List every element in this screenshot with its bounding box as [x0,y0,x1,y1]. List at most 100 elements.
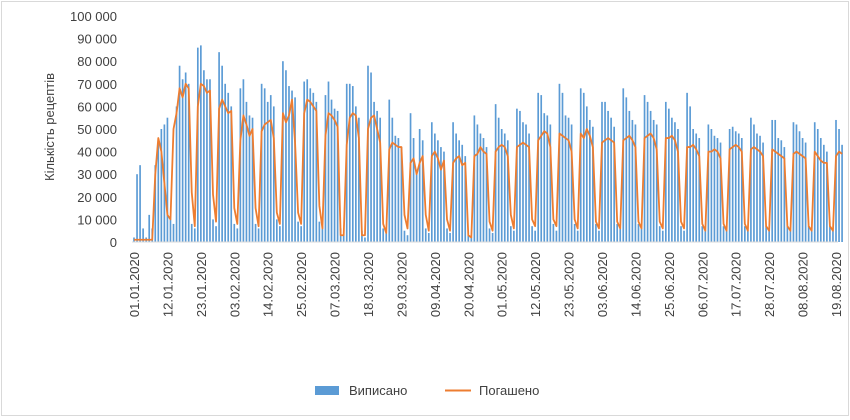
bar [461,144,464,242]
bar [564,115,567,242]
bar [643,95,646,242]
x-tick-label: 14.06.2020 [628,252,643,317]
bar [193,228,196,242]
bar [242,79,245,242]
x-tick-label: 06.07.2020 [695,252,710,317]
bar [829,226,831,242]
bar [200,45,202,242]
bar [668,108,670,242]
bar [230,106,233,243]
x-axis: 01.01.2020 12.01.2020 23.01.2020 03.02.2020… [127,252,844,317]
bar [148,214,151,242]
bar [355,106,357,243]
bar [291,90,293,242]
bar [813,122,816,242]
bar [786,226,789,242]
bar [716,138,719,242]
x-tick-label: 01.05.2020 [495,252,510,317]
bar [391,117,394,242]
bar [245,101,248,242]
bar [430,122,433,242]
x-tick-label: 01.01.2020 [127,252,142,317]
bar [549,124,552,242]
bar [607,110,609,242]
x-tick-label: 25.06.2020 [662,252,677,317]
bar [695,133,698,242]
bar [838,129,840,242]
bar [655,124,658,242]
bar [324,95,327,242]
y-tick-label: 100 000 [70,9,117,24]
bar [570,124,573,242]
bar [406,235,409,242]
bar [309,88,312,242]
bar [263,88,266,242]
bar [382,228,385,242]
bar [573,223,576,242]
bar [671,117,673,242]
bar [437,140,439,242]
bar [819,138,822,242]
x-tick-label: 23.05.2020 [562,252,577,317]
bar [826,151,828,242]
bar [710,129,713,242]
bar [582,92,585,242]
bar [397,138,400,242]
bar [421,140,424,242]
line-series [134,82,843,241]
bar [139,165,141,242]
bar [449,232,451,242]
bar [376,110,378,242]
bar [206,79,208,242]
bar [157,140,160,242]
bar [768,230,770,242]
bar [762,142,764,242]
bar [303,81,306,242]
bar [440,147,442,242]
bar [747,230,749,242]
bar [810,230,813,242]
bar [816,129,819,242]
bar [576,230,579,242]
bar [227,92,230,242]
bar [661,230,664,242]
bar [683,230,685,242]
bar [434,133,436,242]
bar [327,81,330,242]
bar [187,83,190,242]
x-tick-label: 17.07.2020 [729,252,744,317]
bar [689,106,691,243]
bar [680,226,682,242]
bar [595,223,597,242]
chart: 0 10 000 20 000 30 000 40 000 50 000 60 000 70 … [42,9,844,398]
y-tick-label: 70 000 [77,77,117,92]
bar [209,79,211,242]
bar [136,174,138,242]
bar [184,72,187,242]
bar [649,110,652,242]
bar [780,140,783,242]
bar [561,92,564,242]
y-axis: 0 10 000 20 000 30 000 40 000 50 000 60 000 70 … [70,9,117,250]
bar [333,108,336,242]
bar [835,119,837,242]
bar [224,83,227,242]
bar [385,232,388,242]
bar [804,142,807,242]
x-tick-label: 29.03.2020 [394,252,409,317]
x-tick-label: 03.02.2020 [227,252,242,317]
line-series-layer [134,82,843,241]
y-axis-label: Кількість рецептів [42,73,57,181]
legend-label: Погашено [479,383,539,398]
bar [275,219,278,242]
bar [789,230,792,242]
legend: Виписано Погашено [315,383,539,398]
bar [239,88,242,242]
bar [260,83,263,242]
y-tick-label: 30 000 [77,167,117,182]
bar [567,117,570,242]
bar [297,221,299,242]
bar [506,140,509,242]
bar [707,124,710,242]
bar [400,147,403,242]
